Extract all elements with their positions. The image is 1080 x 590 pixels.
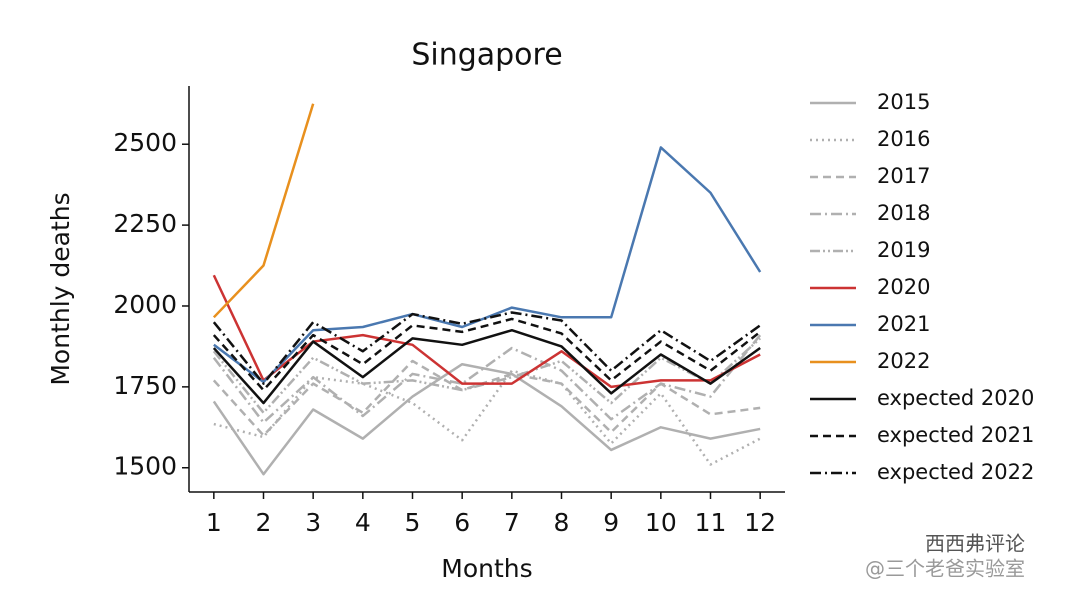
x-tick-label: 6 (454, 508, 470, 537)
legend-label: expected 2020 (877, 386, 1034, 410)
y-tick-label: 2250 (113, 209, 177, 238)
legend-label: 2015 (877, 90, 930, 114)
y-axis-label: Monthly deaths (46, 192, 75, 385)
x-tick-label: 8 (554, 508, 570, 537)
series-line (212, 311, 761, 385)
chart-title: Singapore (411, 38, 562, 73)
series-line (212, 334, 762, 424)
x-tick-label: 5 (405, 508, 421, 537)
x-tick-label: 10 (645, 508, 677, 537)
x-tick-label: 4 (355, 508, 371, 537)
y-tick-label: 1750 (113, 371, 177, 400)
legend-label: 2020 (877, 275, 930, 299)
legend-label: 2022 (877, 349, 930, 373)
series-line (212, 328, 761, 405)
series-line (212, 274, 761, 389)
series-line (212, 359, 761, 437)
x-axis-label: Months (441, 554, 532, 583)
series-line (213, 369, 761, 466)
series-line (213, 146, 762, 384)
legend-label: 2019 (877, 238, 930, 262)
x-tick-label: 1 (206, 508, 222, 537)
series-line (212, 362, 761, 476)
legend-label: 2021 (877, 312, 930, 336)
y-tick-label: 1500 (113, 452, 177, 481)
legend-label: 2016 (877, 127, 930, 151)
y-tick-label: 2500 (113, 128, 177, 157)
series-line (212, 103, 315, 319)
x-tick-label: 2 (256, 508, 272, 537)
x-tick-label: 9 (603, 508, 619, 537)
x-tick-label: 11 (695, 508, 727, 537)
y-tick-label: 2000 (113, 290, 177, 319)
watermark: @三个老爸实验室 (865, 557, 1025, 581)
legend-label: 2017 (877, 164, 930, 188)
watermark: 西西弗评论 (925, 532, 1025, 556)
legend-label: 2018 (877, 201, 930, 225)
x-tick-label: 3 (305, 508, 321, 537)
legend-label: expected 2022 (877, 460, 1034, 484)
series-line (212, 317, 761, 392)
legend-label: expected 2021 (877, 423, 1034, 447)
x-tick-label: 7 (504, 508, 520, 537)
x-tick-label: 12 (744, 508, 776, 537)
